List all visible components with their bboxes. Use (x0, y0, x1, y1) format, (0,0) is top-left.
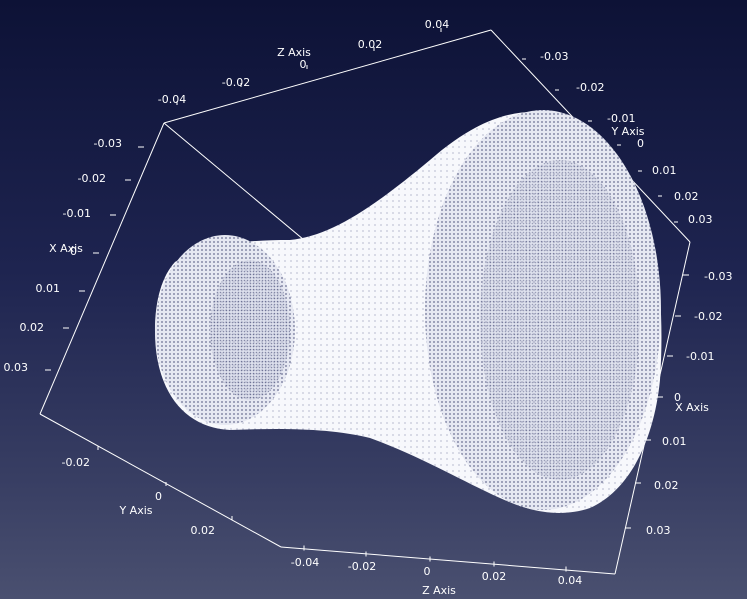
bottom-z-tick-label: 0.04 (558, 574, 583, 587)
left-x-tick-label: 0 (70, 245, 77, 258)
right-y-tick-label: -0.01 (607, 112, 635, 125)
top-z-tick-label: 0.04 (425, 18, 450, 31)
point-cloud-bell-shape (154, 110, 662, 513)
left-x-tick-label: 0.02 (20, 321, 45, 334)
bottom-left-y-tick-label: 0 (155, 490, 162, 503)
left-x-tick-label: 0.01 (36, 282, 61, 295)
right-x-tick-label: -0.02 (694, 310, 722, 323)
right-x-tick-label: 0.01 (662, 435, 687, 448)
right-x-tick-label: 0.02 (654, 479, 679, 492)
right-y-axis-title: Y Axis (610, 125, 644, 138)
bottom-left-y-tick-label: -0.02 (62, 456, 90, 469)
point-cloud-inner-ring (210, 260, 290, 400)
top-z-tick-label: 0 (300, 58, 307, 71)
bottom-z-tick-label: -0.04 (291, 556, 319, 569)
top-z-tick-label: 0.02 (358, 38, 383, 51)
left-x-tick-label: -0.02 (78, 172, 106, 185)
top-z-tick-label: -0.04 (158, 93, 186, 106)
axis-ticks (45, 28, 689, 572)
right-x-axis-title: X Axis (675, 401, 709, 414)
point-cloud-large-inner (480, 160, 640, 480)
bottom-z-axis-title: Z Axis (422, 584, 456, 597)
bottom-left-y-axis-title: Y Axis (118, 504, 152, 517)
right-y-tick-label: 0.01 (652, 164, 677, 177)
right-x-tick-label: -0.03 (704, 270, 732, 283)
axis-labels: -0.04 -0.02 0 0.02 0.04 Z Axis -0.03 -0.02 -0.01… (4, 18, 733, 597)
right-x-tick-label: 0 (674, 391, 681, 404)
right-x-tick-label: 0.03 (646, 524, 671, 537)
left-x-tick-label: -0.03 (94, 137, 122, 150)
bottom-left-y-tick-label: 0.02 (191, 524, 216, 537)
right-y-tick-label: 0.02 (674, 190, 699, 203)
right-y-tick-label: -0.03 (540, 50, 568, 63)
bottom-z-tick-label: 0.02 (482, 570, 507, 583)
left-x-tick-label: -0.01 (63, 207, 91, 220)
right-y-tick-label: -0.02 (576, 81, 604, 94)
left-x-axis-title: X Axis (49, 242, 83, 255)
right-y-tick-label: 0 (637, 137, 644, 150)
right-y-tick-label: 0.03 (688, 213, 713, 226)
top-z-tick-label: -0.02 (222, 76, 250, 89)
right-x-tick-label: -0.01 (686, 350, 714, 363)
left-x-tick-label: 0.03 (4, 361, 29, 374)
top-z-axis-title: Z Axis (277, 46, 311, 59)
bottom-z-tick-label: 0 (424, 565, 431, 578)
bottom-z-tick-label: -0.02 (348, 560, 376, 573)
